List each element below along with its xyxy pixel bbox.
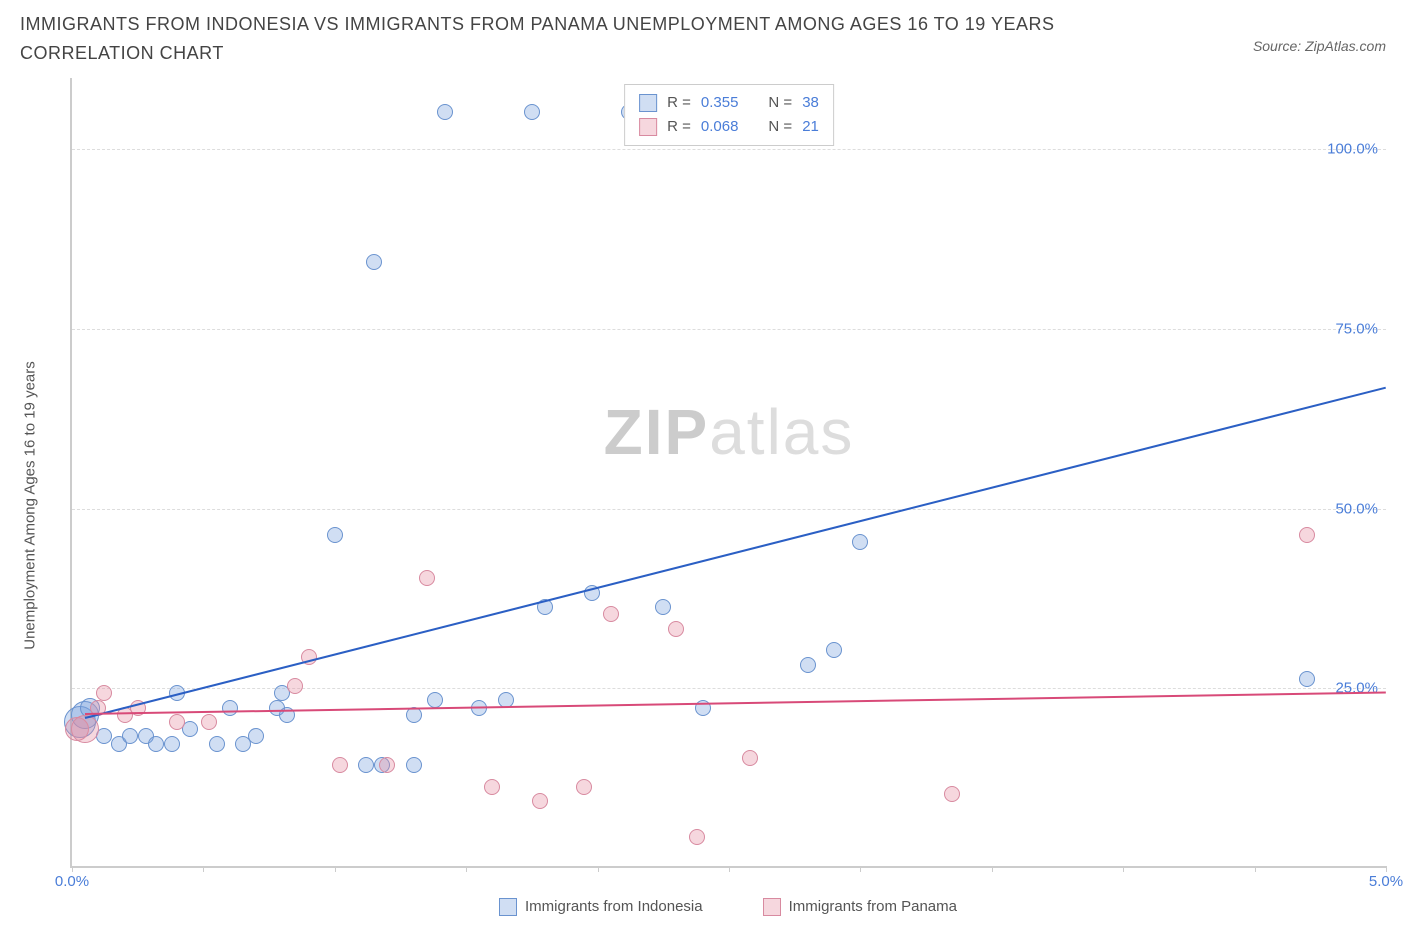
- data-point: [209, 736, 225, 752]
- data-point: [327, 527, 343, 543]
- x-tick-mark: [1123, 866, 1124, 872]
- gridline: [72, 149, 1386, 150]
- y-tick-label: 100.0%: [1327, 141, 1378, 158]
- data-point: [1299, 527, 1315, 543]
- data-point: [689, 829, 705, 845]
- series-legend-item: Immigrants from Panama: [763, 898, 957, 916]
- gridline: [72, 509, 1386, 510]
- data-point: [524, 104, 540, 120]
- x-tick-mark: [1255, 866, 1256, 872]
- legend-swatch: [639, 118, 657, 136]
- stats-legend: R =0.355N =38R =0.068N =21: [624, 84, 834, 146]
- series-legend: Immigrants from Indonesia Immigrants from…: [70, 898, 1386, 916]
- chart-container: Unemployment Among Ages 16 to 19 years Z…: [20, 78, 1386, 916]
- data-point: [742, 750, 758, 766]
- data-point: [437, 104, 453, 120]
- data-point: [96, 685, 112, 701]
- data-point: [1299, 671, 1315, 687]
- data-point: [603, 606, 619, 622]
- x-tick-mark: [598, 866, 599, 872]
- x-tick-mark: [72, 866, 73, 872]
- data-point: [944, 786, 960, 802]
- data-point: [366, 254, 382, 270]
- scatter-plot: ZIPatlas R =0.355N =38R =0.068N =21 25.0…: [70, 78, 1386, 868]
- legend-swatch: [639, 94, 657, 112]
- data-point: [655, 599, 671, 615]
- data-point: [668, 621, 684, 637]
- data-point: [164, 736, 180, 752]
- data-point: [201, 714, 217, 730]
- x-tick-mark: [860, 866, 861, 872]
- data-point: [358, 757, 374, 773]
- data-point: [122, 728, 138, 744]
- data-point: [419, 570, 435, 586]
- y-tick-label: 75.0%: [1335, 320, 1378, 337]
- data-point: [169, 714, 185, 730]
- gridline: [72, 329, 1386, 330]
- series-legend-item: Immigrants from Indonesia: [499, 898, 703, 916]
- data-point: [222, 700, 238, 716]
- data-point: [248, 728, 264, 744]
- data-point: [379, 757, 395, 773]
- y-axis-label: Unemployment Among Ages 16 to 19 years: [22, 361, 39, 650]
- x-tick-mark: [729, 866, 730, 872]
- legend-label: Immigrants from Panama: [789, 898, 957, 915]
- x-tick-mark: [1386, 866, 1387, 872]
- x-tick-mark: [203, 866, 204, 872]
- gridline: [72, 688, 1386, 689]
- x-tick-mark: [992, 866, 993, 872]
- x-tick-label: 5.0%: [1369, 873, 1403, 890]
- data-point: [852, 534, 868, 550]
- legend-swatch: [763, 898, 781, 916]
- source-label: Source: ZipAtlas.com: [1253, 38, 1386, 54]
- data-point: [484, 779, 500, 795]
- x-tick-label: 0.0%: [55, 873, 89, 890]
- data-point: [71, 715, 99, 743]
- data-point: [576, 779, 592, 795]
- watermark: ZIPatlas: [604, 395, 855, 469]
- data-point: [406, 757, 422, 773]
- stats-legend-row: R =0.355N =38: [639, 91, 819, 115]
- data-point: [532, 793, 548, 809]
- data-point: [427, 692, 443, 708]
- y-tick-label: 50.0%: [1335, 500, 1378, 517]
- data-point: [148, 736, 164, 752]
- data-point: [332, 757, 348, 773]
- x-tick-mark: [335, 866, 336, 872]
- legend-swatch: [499, 898, 517, 916]
- data-point: [800, 657, 816, 673]
- legend-label: Immigrants from Indonesia: [525, 898, 703, 915]
- data-point: [826, 642, 842, 658]
- data-point: [287, 678, 303, 694]
- x-tick-mark: [466, 866, 467, 872]
- page-title: IMMIGRANTS FROM INDONESIA VS IMMIGRANTS …: [20, 10, 1120, 68]
- stats-legend-row: R =0.068N =21: [639, 115, 819, 139]
